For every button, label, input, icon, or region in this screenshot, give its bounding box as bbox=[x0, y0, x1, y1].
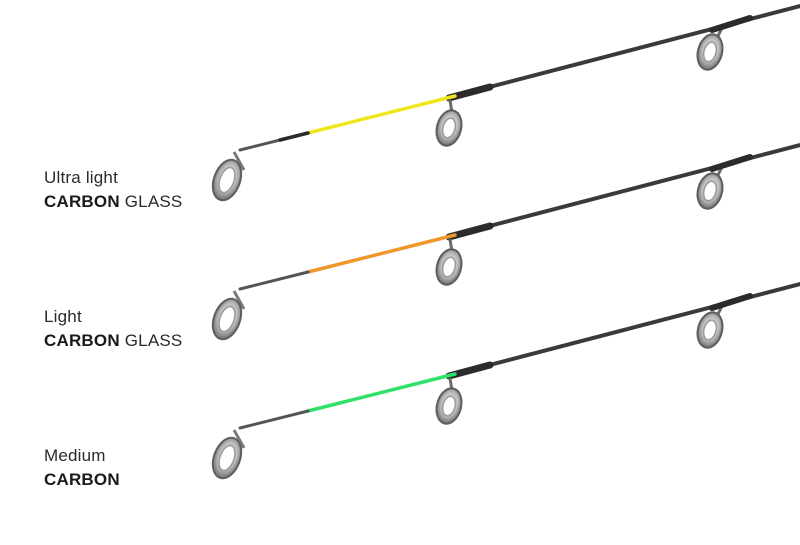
tip-label-light: Light CARBON GLASS bbox=[44, 305, 182, 353]
tip-name: Light bbox=[44, 307, 82, 326]
guide-ring-far bbox=[696, 154, 753, 210]
material-bold: CARBON bbox=[44, 470, 120, 489]
guide-ring-tip bbox=[211, 429, 246, 480]
rod-tip-colored bbox=[306, 233, 457, 274]
rod-tip-colored bbox=[306, 372, 457, 413]
rod-tip-colored bbox=[306, 94, 457, 135]
rod-tip-end bbox=[238, 409, 310, 430]
guide-ring-tip bbox=[211, 290, 246, 341]
rod-medium bbox=[211, 282, 800, 480]
guide-ring-mid bbox=[435, 99, 463, 147]
tip-name: Ultra light bbox=[44, 168, 119, 187]
tip-label-ultra-light: Ultra light CARBON GLASS bbox=[44, 166, 182, 214]
material-light: GLASS bbox=[124, 192, 183, 211]
rod-light bbox=[211, 143, 800, 341]
material-bold: CARBON bbox=[44, 331, 120, 350]
guide-ring-mid bbox=[435, 377, 463, 425]
material-bold: CARBON bbox=[44, 192, 120, 211]
guide-ring-far bbox=[696, 293, 753, 349]
tip-label-medium: Medium CARBON bbox=[44, 444, 120, 492]
guide-ring-far bbox=[696, 15, 753, 71]
guide-ring-mid bbox=[435, 238, 463, 286]
tip-material: CARBON bbox=[44, 468, 120, 492]
rod-ultra-light bbox=[211, 4, 800, 202]
tip-name: Medium bbox=[44, 446, 106, 465]
rod-tip-black bbox=[278, 131, 310, 142]
tip-material: CARBON GLASS bbox=[44, 190, 182, 214]
guide-ring-tip bbox=[211, 151, 246, 202]
tip-material: CARBON GLASS bbox=[44, 329, 182, 353]
material-light: GLASS bbox=[124, 331, 183, 350]
rod-tip-end bbox=[238, 270, 310, 291]
